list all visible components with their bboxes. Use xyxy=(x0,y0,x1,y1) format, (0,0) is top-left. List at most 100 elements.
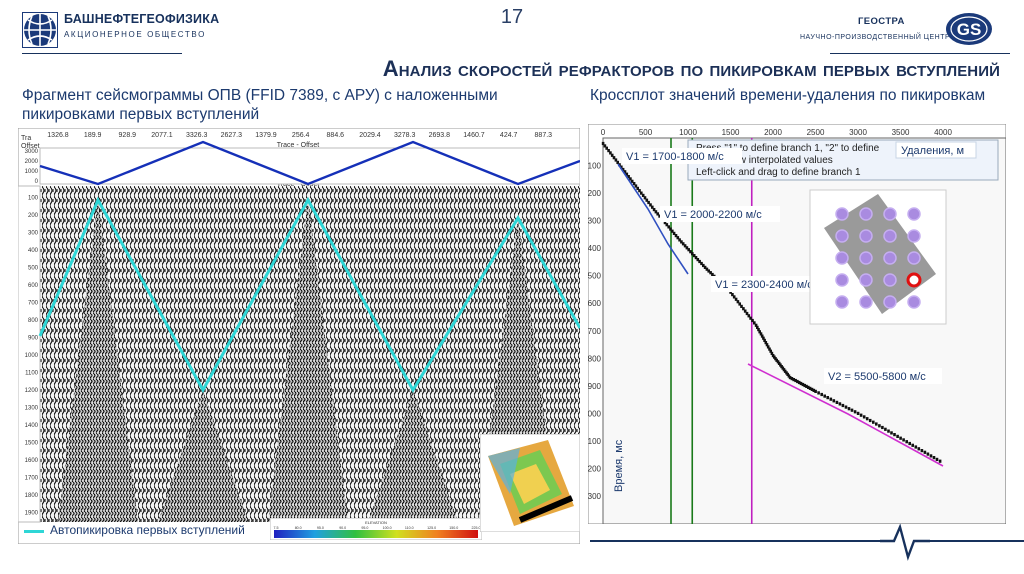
data-point xyxy=(754,323,758,327)
receiver-dot[interactable] xyxy=(835,251,849,265)
receiver-dot[interactable] xyxy=(883,207,897,221)
data-point xyxy=(790,377,794,381)
data-point xyxy=(817,391,820,395)
data-point xyxy=(862,415,866,419)
crossplot-x-tick: 3500 xyxy=(892,128,910,137)
data-point xyxy=(890,431,893,435)
crossplot-y-tick: 200 xyxy=(588,189,602,198)
data-point xyxy=(640,191,643,195)
data-point xyxy=(692,254,696,258)
offset-axis-tick: 2000 xyxy=(25,159,39,165)
data-point xyxy=(738,302,741,306)
receiver-dot[interactable] xyxy=(907,251,921,265)
elevation-tick: 90.0 xyxy=(339,526,346,530)
receiver-dot[interactable] xyxy=(859,295,873,309)
crossplot-y-tick: 600 xyxy=(588,299,602,308)
time-axis-tick: 1100 xyxy=(25,371,39,377)
data-point xyxy=(700,261,703,266)
time-axis-tick: 700 xyxy=(28,301,39,307)
data-point xyxy=(872,420,875,424)
receiver-dot[interactable] xyxy=(859,273,873,287)
data-point xyxy=(756,325,759,329)
footer-divider-left xyxy=(590,540,890,542)
crossplot-y-tick: 100 xyxy=(588,162,602,171)
data-point xyxy=(763,338,766,342)
receiver-dot[interactable] xyxy=(883,251,897,265)
selected-receiver-dot[interactable] xyxy=(906,272,922,288)
data-point xyxy=(685,246,689,250)
data-point xyxy=(829,397,833,401)
data-point xyxy=(844,405,848,409)
time-axis-tick: 1300 xyxy=(25,406,39,412)
elevation-tick: 150.0 xyxy=(449,526,458,530)
crossplot-y-tick: 1100 xyxy=(588,437,602,446)
offset-header-label: 2693.8 xyxy=(429,132,451,139)
receiver-dot[interactable] xyxy=(883,295,897,309)
receiver-dot[interactable] xyxy=(907,229,921,243)
data-point xyxy=(649,203,652,207)
data-point xyxy=(853,410,857,414)
data-point xyxy=(878,424,881,428)
first-break-picks xyxy=(38,196,580,394)
receiver-dot[interactable] xyxy=(835,229,849,243)
velocity-label-1: V1 = 1700-1800 м/с xyxy=(626,151,724,163)
data-point xyxy=(757,328,760,332)
crossplot-x-tick: 1500 xyxy=(722,128,740,137)
data-point xyxy=(629,177,632,181)
receiver-dot[interactable] xyxy=(859,251,873,265)
branch-2-fit-line xyxy=(747,363,944,467)
data-point xyxy=(658,214,661,218)
data-point xyxy=(792,378,795,382)
data-point xyxy=(765,343,769,347)
company-subtitle: АКЦИОНЕРНОЕ ОБЩЕСТВО xyxy=(64,30,206,39)
data-point xyxy=(625,172,629,176)
data-point xyxy=(779,363,782,367)
data-point xyxy=(729,290,732,294)
time-axis-tick: 200 xyxy=(28,213,39,219)
receiver-dot[interactable] xyxy=(835,207,849,221)
data-point xyxy=(742,307,745,311)
receiver-dot[interactable] xyxy=(835,295,849,309)
seismogram-caption: Фрагмент сейсмограммы ОПВ (FFID 7389, с … xyxy=(22,87,498,123)
data-point xyxy=(769,349,772,353)
data-point xyxy=(856,411,860,415)
data-point xyxy=(807,385,810,389)
data-point xyxy=(917,447,921,451)
data-point xyxy=(641,193,645,197)
data-point xyxy=(770,351,774,355)
data-point xyxy=(745,311,749,316)
elevation-colorbar-title: ELEVATION xyxy=(365,520,387,525)
data-point xyxy=(820,392,823,397)
tooltip-line-3: Left-click and drag to define branch 1 xyxy=(696,167,861,178)
receiver-dot[interactable] xyxy=(907,207,921,221)
crossplot-x-tick: 2500 xyxy=(807,128,825,137)
data-point xyxy=(656,212,659,216)
data-point xyxy=(636,186,639,190)
offset-axis-label-bottom: Offset xyxy=(21,143,40,150)
data-point xyxy=(667,225,670,229)
velocity-label-bg-1 xyxy=(622,148,742,164)
elevation-map-inset xyxy=(480,434,580,532)
time-axis-tick: 1000 xyxy=(25,353,39,359)
receiver-dot[interactable] xyxy=(859,207,873,221)
data-point xyxy=(920,449,924,453)
seismic-energy-cones xyxy=(58,198,558,522)
receiver-dot[interactable] xyxy=(859,229,873,243)
data-point xyxy=(607,149,610,153)
data-point xyxy=(841,403,845,408)
data-point xyxy=(652,208,656,212)
offset-header-label: 2627.3 xyxy=(221,132,243,139)
receiver-dot[interactable] xyxy=(883,229,897,243)
seismogram-panel: 1326.8 189.9 928.9 2077.1 3326.3 2627.3 1379.9… xyxy=(18,128,580,544)
crossplot-chart[interactable]: 0 500 1000 1500 2000 2500 3000 3500 4000 100 200 3… xyxy=(588,124,1006,524)
survey-line-marker xyxy=(518,495,574,523)
data-point xyxy=(645,198,649,202)
receiver-dot[interactable] xyxy=(883,273,897,287)
receiver-dot[interactable] xyxy=(907,295,921,309)
data-point xyxy=(783,369,787,373)
data-point xyxy=(875,422,878,426)
data-point xyxy=(665,223,669,227)
data-point xyxy=(911,443,914,447)
receiver-dot[interactable] xyxy=(835,273,849,287)
data-point xyxy=(676,236,680,240)
